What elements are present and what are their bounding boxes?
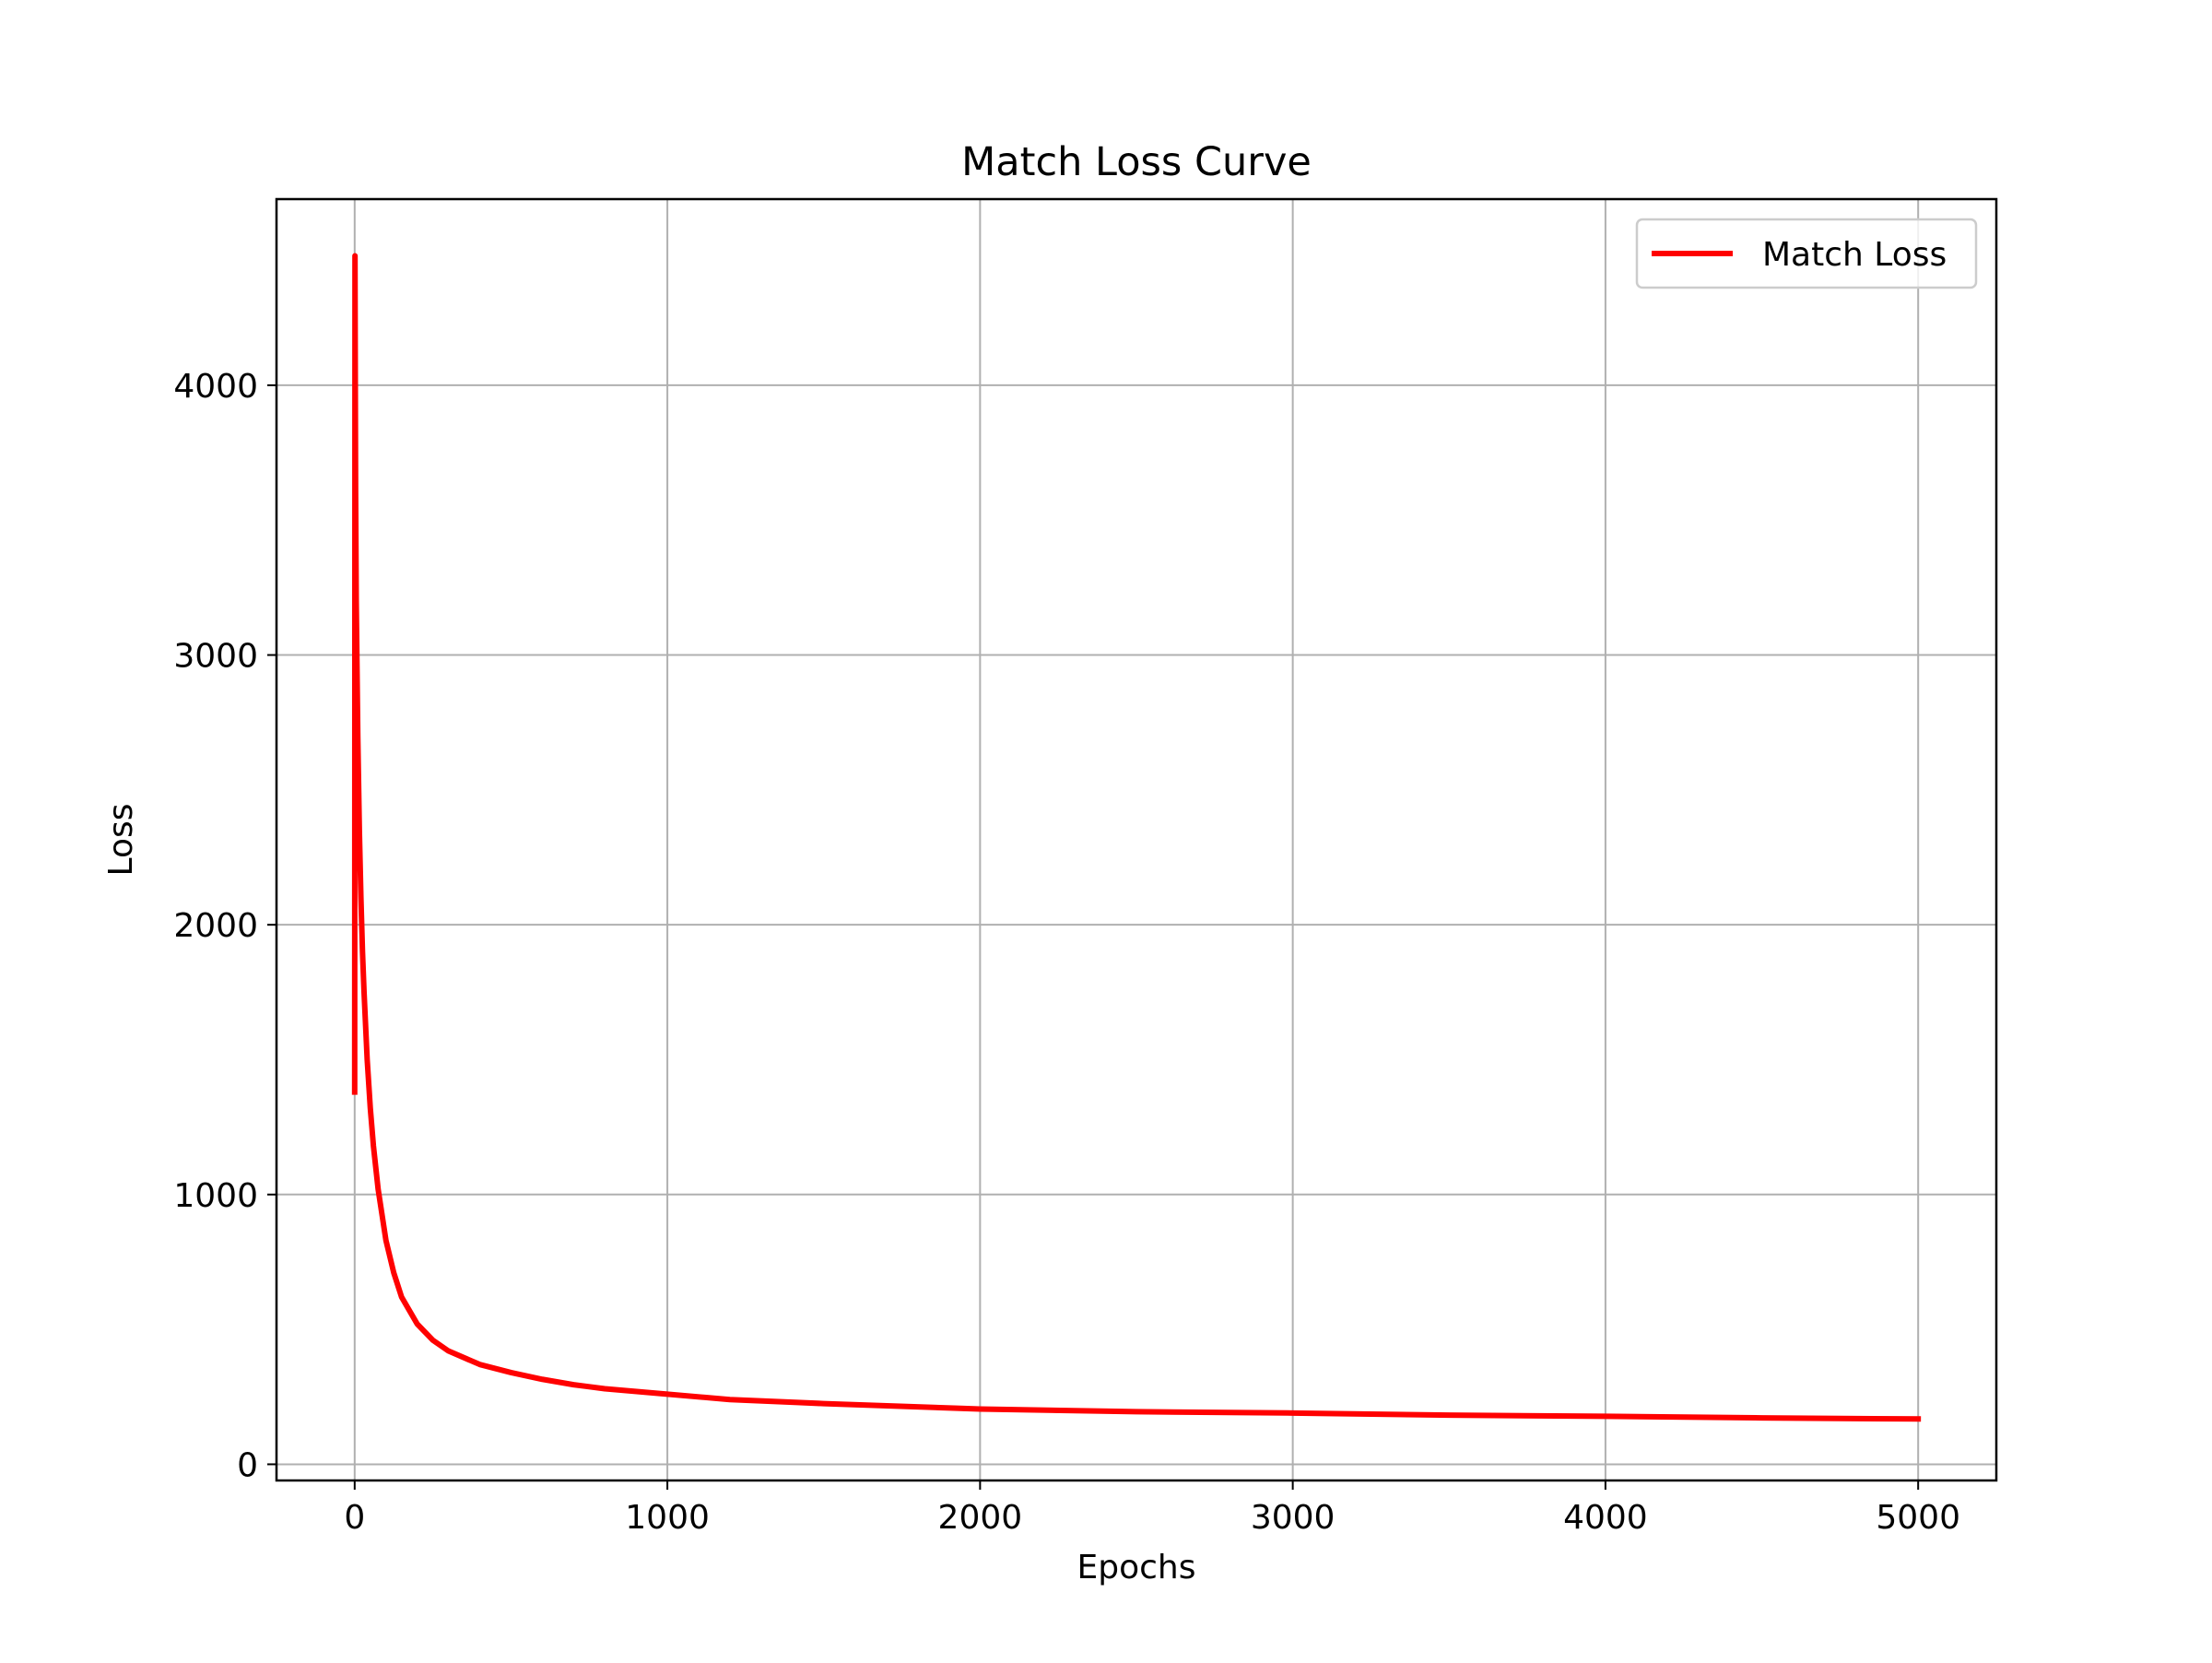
legend: Match Loss <box>1635 218 1978 289</box>
series-layer <box>351 253 1922 1422</box>
x-axis-label: Epochs <box>1077 1549 1196 1586</box>
x-tick-label: 5000 <box>1876 1499 1960 1537</box>
x-tick-label: 4000 <box>1563 1499 1648 1537</box>
x-tick-label: 1000 <box>625 1499 710 1537</box>
y-tick-label: 1000 <box>173 1177 258 1215</box>
y-tick-label: 4000 <box>173 368 258 406</box>
axis-ticks: 0 1000 2000 3000 4000 5000 0 1000 2000 3000 4000 <box>173 368 1960 1537</box>
series-line-match-loss <box>351 253 1922 1422</box>
y-axis-label: Loss <box>102 804 140 877</box>
x-tick-label: 0 <box>344 1499 365 1537</box>
x-tick-label: 2000 <box>938 1499 1023 1537</box>
plot-frame <box>275 197 1998 1482</box>
y-tick-label: 2000 <box>173 907 258 945</box>
legend-box <box>1635 218 1978 289</box>
chart-title: Match Loss Curve <box>961 139 1312 185</box>
y-tick-label: 3000 <box>173 638 258 676</box>
x-tick-label: 3000 <box>1251 1499 1335 1537</box>
grid <box>276 199 1996 1480</box>
y-tick-label: 0 <box>237 1446 258 1484</box>
legend-label-match-loss: Match Loss <box>1762 236 1947 274</box>
